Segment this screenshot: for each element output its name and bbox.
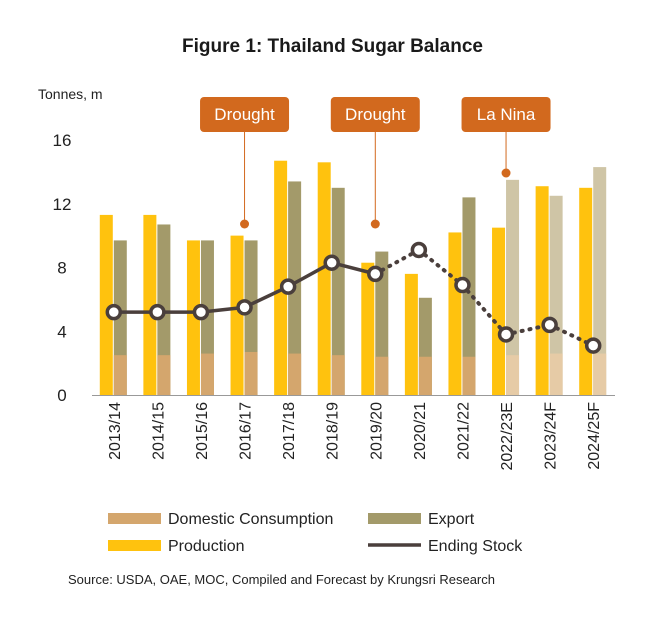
annotation-dot: [370, 219, 380, 229]
x-tick-label: 2022/23E: [499, 402, 516, 471]
production-bar: [317, 162, 331, 395]
domestic-consumption-bar: [331, 355, 345, 395]
production-bar: [274, 160, 288, 395]
domestic-consumption-bar: [549, 353, 563, 395]
domestic-consumption-bar: [506, 355, 520, 395]
domestic-consumption-bar: [113, 355, 127, 395]
production-bar: [143, 214, 157, 395]
ending-stock-line-segment: [416, 247, 465, 288]
y-tick-label: 12: [53, 195, 72, 214]
annotation-label: Drought: [214, 105, 275, 124]
export-bar: [331, 187, 345, 395]
chart-title: Figure 1: Thailand Sugar Balance: [182, 36, 483, 57]
x-tick-label: 2016/17: [238, 402, 255, 460]
x-tick-label: 2024/25F: [586, 402, 603, 470]
production-bar: [230, 235, 244, 395]
annotation-label: Drought: [345, 105, 406, 124]
x-tick-label: 2015/16: [194, 402, 211, 460]
domestic-consumption-bar: [375, 356, 389, 395]
ending-stock-point: [584, 337, 602, 354]
production-bar: [186, 240, 200, 395]
y-tick-label: 16: [53, 131, 72, 150]
domestic-consumption-bar: [157, 355, 171, 395]
y-tick-label: 0: [57, 386, 66, 405]
ending-stock-point: [497, 326, 515, 343]
ending-stock-point: [279, 278, 297, 295]
ending-stock-point: [105, 303, 123, 321]
x-tick-label: 2023/24F: [543, 402, 560, 470]
ending-stock-line-segment: [286, 260, 334, 289]
production-bar: [448, 232, 462, 395]
y-tick-label: 8: [57, 259, 66, 278]
legend-swatch: [108, 540, 161, 551]
annotation-box: [200, 97, 290, 132]
x-tick-label: 2014/15: [150, 402, 167, 460]
ending-stock-point: [541, 316, 558, 334]
ending-stock-point: [192, 303, 210, 321]
production-bar: [579, 187, 593, 395]
ending-stock-point: [236, 299, 253, 316]
ending-stock-point: [149, 303, 166, 321]
annotation-dot: [240, 219, 250, 229]
production-bar: [361, 262, 375, 395]
annotation-label: La Nina: [477, 105, 536, 124]
domestic-consumption-bar: [244, 351, 258, 395]
ending-stock-point: [454, 276, 471, 294]
source-note: Source: USDA, OAE, MOC, Compiled and For…: [68, 572, 495, 587]
legend-label: Ending Stock: [428, 538, 523, 555]
legend-label: Export: [428, 511, 475, 528]
legend-label: Production: [168, 538, 245, 555]
domestic-consumption-bar: [462, 356, 476, 395]
x-tick-label: 2021/22: [455, 402, 472, 460]
ending-stock-line-segment: [373, 247, 421, 276]
export-bar: [549, 195, 563, 395]
legend-label: Domestic Consumption: [168, 511, 333, 528]
x-tick-label: 2013/14: [107, 402, 124, 460]
ending-stock-point: [367, 265, 384, 283]
domestic-consumption-bar: [200, 353, 214, 395]
domestic-consumption-bar: [418, 356, 432, 395]
domestic-consumption-bar: [593, 353, 607, 395]
ending-stock-point: [410, 241, 428, 259]
ending-stock-line-segment: [460, 283, 509, 337]
ending-stock-point: [323, 254, 340, 271]
x-tick-label: 2018/19: [325, 402, 342, 460]
production-bar: [99, 214, 113, 395]
x-tick-label: 2020/21: [412, 402, 429, 460]
x-tick-label: 2019/20: [368, 402, 385, 460]
production-bar: [535, 186, 549, 395]
production-bar: [404, 273, 418, 395]
x-tick-label: 2017/18: [281, 402, 298, 460]
legend-swatch: [108, 513, 161, 524]
export-bar: [462, 197, 476, 395]
annotation-box: [461, 97, 551, 132]
annotation-dot: [501, 168, 511, 178]
production-bar: [492, 227, 506, 395]
legend-swatch: [368, 513, 421, 524]
y-axis-label: Tonnes, m: [38, 86, 103, 102]
y-tick-label: 4: [57, 322, 66, 341]
domestic-consumption-bar: [288, 353, 302, 395]
annotation-box: [330, 97, 420, 132]
